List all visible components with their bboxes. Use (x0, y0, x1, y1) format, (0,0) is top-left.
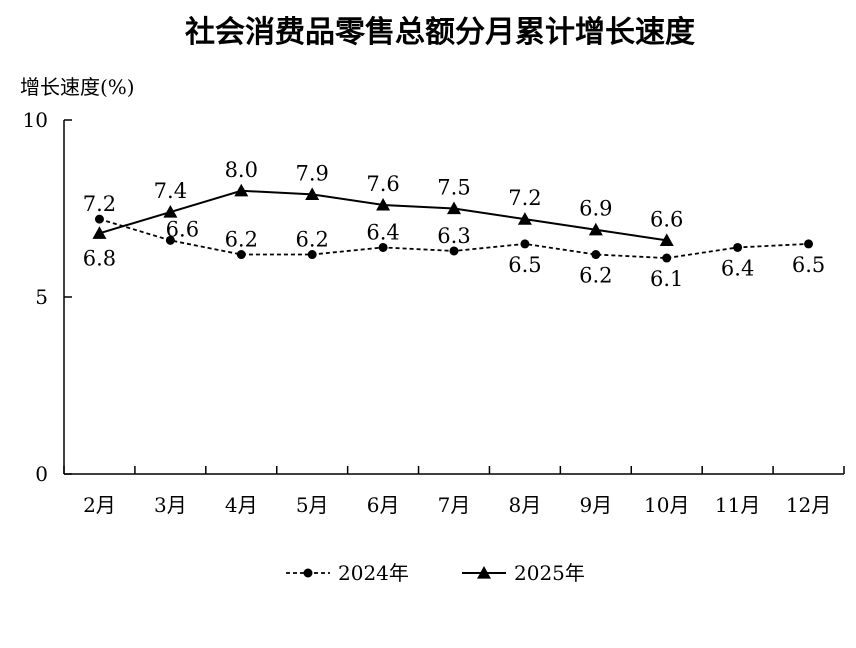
x-tick-label: 12月 (786, 493, 831, 517)
data-label-2024: 6.2 (579, 264, 612, 288)
y-tick-label: 10 (23, 108, 48, 132)
x-tick-label: 3月 (154, 493, 187, 517)
data-label-2025: 6.8 (83, 246, 116, 270)
x-tick-label: 9月 (579, 493, 612, 517)
data-label-2025: 7.2 (508, 186, 541, 210)
point-2025 (92, 226, 107, 239)
point-2024 (378, 242, 388, 252)
point-2024 (520, 239, 530, 249)
point-2025 (376, 197, 391, 211)
axes: 0 5 10 2月 3月 4月 5月 6月 7月 8月 9月 10月 11月 12月 (23, 108, 845, 517)
point-2025 (305, 187, 320, 200)
x-tick-label: 8月 (509, 493, 542, 517)
data-label-2024: 6.2 (295, 228, 328, 252)
data-labels: 7.2 6.6 6.2 6.2 6.4 6.3 6.5 6.2 6.1 6.4 6.5 6.8 7.4 8… (83, 158, 825, 291)
data-label-2025: 7.9 (295, 161, 328, 185)
point-2024 (449, 246, 459, 256)
series-group (92, 183, 814, 263)
point-2024 (236, 250, 246, 260)
point-2024 (804, 239, 814, 249)
data-label-2024: 6.1 (650, 267, 683, 291)
data-label-2025: 6.9 (579, 197, 612, 221)
point-2025 (447, 201, 461, 215)
legend-marker-2025 (477, 566, 491, 579)
legend: 2024年 2025年 (286, 561, 585, 585)
data-label-2024: 6.6 (166, 217, 199, 241)
x-tick-label: 6月 (367, 493, 400, 517)
x-tick-label: 7月 (438, 493, 471, 517)
data-label-2024: 6.5 (508, 253, 541, 277)
legend-label-2025: 2025年 (514, 561, 585, 585)
y-axis-label: 增长速度(%) (20, 75, 135, 99)
point-2024 (165, 235, 175, 245)
x-tick-label: 5月 (296, 493, 329, 517)
data-label-2024: 6.4 (721, 256, 754, 280)
x-tick-label: 2月 (83, 493, 116, 517)
data-label-2025: 7.4 (154, 179, 187, 203)
legend-marker-2024 (303, 568, 313, 578)
legend-label-2024: 2024年 (338, 561, 409, 585)
y-tick-label: 0 (35, 462, 48, 486)
point-2025 (659, 233, 674, 246)
data-label-2024: 6.2 (225, 228, 258, 252)
x-tick-label: 4月 (225, 493, 258, 517)
point-2024 (591, 250, 601, 260)
y-tick-label: 5 (35, 285, 48, 309)
point-2024 (307, 250, 317, 260)
chart-title: 社会消费品零售总额分月累计增长速度 (185, 15, 695, 50)
x-tick-label: 11月 (715, 493, 760, 517)
point-2025 (234, 183, 249, 197)
data-label-2025: 7.6 (366, 172, 399, 196)
data-label-2025: 8.0 (225, 158, 258, 182)
data-label-2024: 6.3 (437, 224, 470, 248)
point-2025 (517, 212, 532, 225)
point-2024 (733, 242, 743, 252)
data-label-2025: 7.5 (437, 176, 470, 200)
data-label-2024: 6.4 (366, 220, 399, 244)
point-2025 (163, 205, 178, 218)
point-2025 (588, 222, 603, 236)
point-2024 (94, 214, 104, 224)
x-tick-label: 10月 (644, 493, 689, 517)
data-label-2025: 6.6 (650, 207, 683, 231)
point-2024 (662, 253, 672, 263)
data-label-2024: 7.2 (83, 192, 116, 216)
data-label-2024: 6.5 (792, 253, 825, 277)
